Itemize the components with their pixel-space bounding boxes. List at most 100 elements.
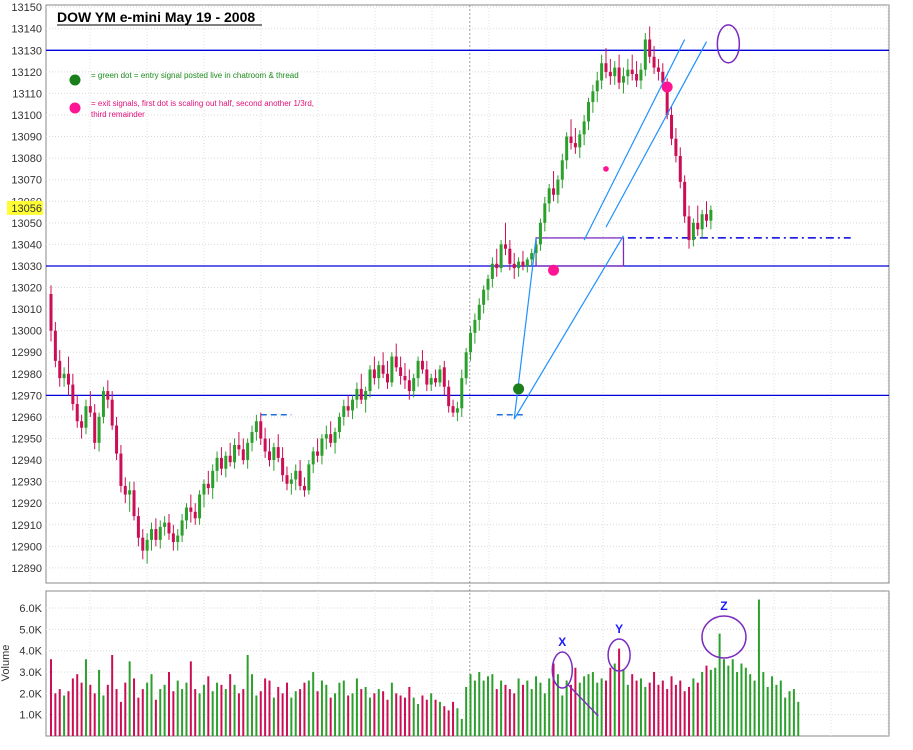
volume-bar <box>334 693 337 736</box>
volume-bar <box>194 689 197 736</box>
volume-bar <box>128 661 131 736</box>
exit-legend-text-1: = exit signals, first dot is scaling out… <box>91 99 314 108</box>
volume-bar <box>316 691 319 736</box>
volume-bar <box>709 669 712 736</box>
candle-body <box>233 444 237 463</box>
volume-bar <box>644 686 647 736</box>
candle-body <box>556 179 560 195</box>
price-tick-label: 13090 <box>11 132 42 144</box>
volume-bar <box>683 691 686 736</box>
candle-body <box>359 388 363 400</box>
candle-body <box>132 490 136 517</box>
volume-bar <box>281 693 284 736</box>
candle-body <box>364 391 368 400</box>
candle-body <box>538 222 542 245</box>
candle-body <box>198 494 202 519</box>
entry-legend-text: = green dot = entry signal posted live i… <box>91 71 299 80</box>
candle-body <box>158 526 162 540</box>
candle-body <box>97 416 101 443</box>
candle-body <box>167 522 171 534</box>
volume-bar <box>211 691 214 736</box>
volume-bar <box>674 684 677 736</box>
candle-body <box>407 380 411 392</box>
candle-body <box>211 470 215 489</box>
volume-bar <box>355 678 358 736</box>
candle-body <box>552 188 556 195</box>
volume-bar <box>526 680 529 736</box>
volume-bar <box>438 701 441 736</box>
volume-tick-label: 1.0K <box>19 710 42 722</box>
candle-body <box>460 378 464 409</box>
volume-bar <box>338 682 341 736</box>
volume-bar <box>185 682 188 736</box>
volume-bar <box>482 680 485 736</box>
candle-body <box>298 470 302 486</box>
volume-bar <box>609 667 612 736</box>
candle-body <box>420 360 424 370</box>
price-tick-label: 12970 <box>11 390 42 402</box>
candle-body <box>136 516 140 538</box>
volume-bar <box>618 648 621 736</box>
candle-body <box>202 483 206 495</box>
candle-body <box>115 425 119 454</box>
volume-bar <box>473 680 476 736</box>
candle-body <box>289 479 293 484</box>
candle-body <box>683 181 687 217</box>
volume-bar <box>198 693 201 736</box>
volume-bar <box>701 672 704 736</box>
trend-line <box>583 39 686 241</box>
volume-bar <box>513 693 516 736</box>
candle-body <box>337 416 341 433</box>
volume-bar <box>447 710 450 736</box>
candle-body <box>399 367 403 376</box>
candle-body <box>285 475 289 484</box>
candle-body <box>403 375 407 381</box>
volume-bar <box>373 693 376 736</box>
candle-body <box>71 384 75 404</box>
candle-body <box>499 244 503 269</box>
volume-bar <box>535 676 538 736</box>
candle-body <box>394 356 398 368</box>
volume-bar <box>102 695 105 736</box>
candle-body <box>333 432 337 443</box>
candle-body <box>206 483 210 489</box>
volume-bar <box>251 674 254 736</box>
candle-body <box>412 378 416 392</box>
volume-bar <box>268 680 271 736</box>
candle-body <box>141 537 145 551</box>
volume-bar <box>478 672 481 736</box>
volume-bar <box>242 689 245 736</box>
volume-bar <box>54 693 57 736</box>
volume-bar <box>570 684 573 736</box>
volume-bar <box>390 682 393 736</box>
candle-body <box>324 434 328 439</box>
volume-bar <box>290 697 293 736</box>
candle-body <box>700 214 704 230</box>
volume-bar <box>543 693 546 736</box>
candle-body <box>709 209 713 221</box>
candle-body <box>193 511 197 519</box>
volume-bar <box>556 674 559 736</box>
candle-body <box>595 80 599 92</box>
price-tick-label: 12930 <box>11 477 42 489</box>
candle-body <box>691 222 695 241</box>
volume-bar <box>465 686 468 736</box>
volume-annotation-circle <box>607 638 631 672</box>
volume-bar <box>731 659 734 736</box>
candle-body <box>604 63 608 72</box>
volume-bar <box>539 682 542 736</box>
candle-body <box>311 451 315 465</box>
candle-body <box>163 522 167 527</box>
candle-body <box>80 421 84 428</box>
volume-bar <box>320 680 323 736</box>
candle-body <box>565 136 569 161</box>
volume-bar <box>561 695 564 736</box>
candle-body <box>473 319 477 333</box>
volume-bar <box>224 689 227 736</box>
price-axis: 13150 13140 13130 13120 13110 13100 13090 13080… <box>11 2 42 575</box>
volume-bar <box>452 701 455 736</box>
volume-bar <box>229 674 232 736</box>
candle-body <box>503 244 507 249</box>
volume-bar <box>548 678 551 736</box>
candle-body <box>425 369 429 385</box>
